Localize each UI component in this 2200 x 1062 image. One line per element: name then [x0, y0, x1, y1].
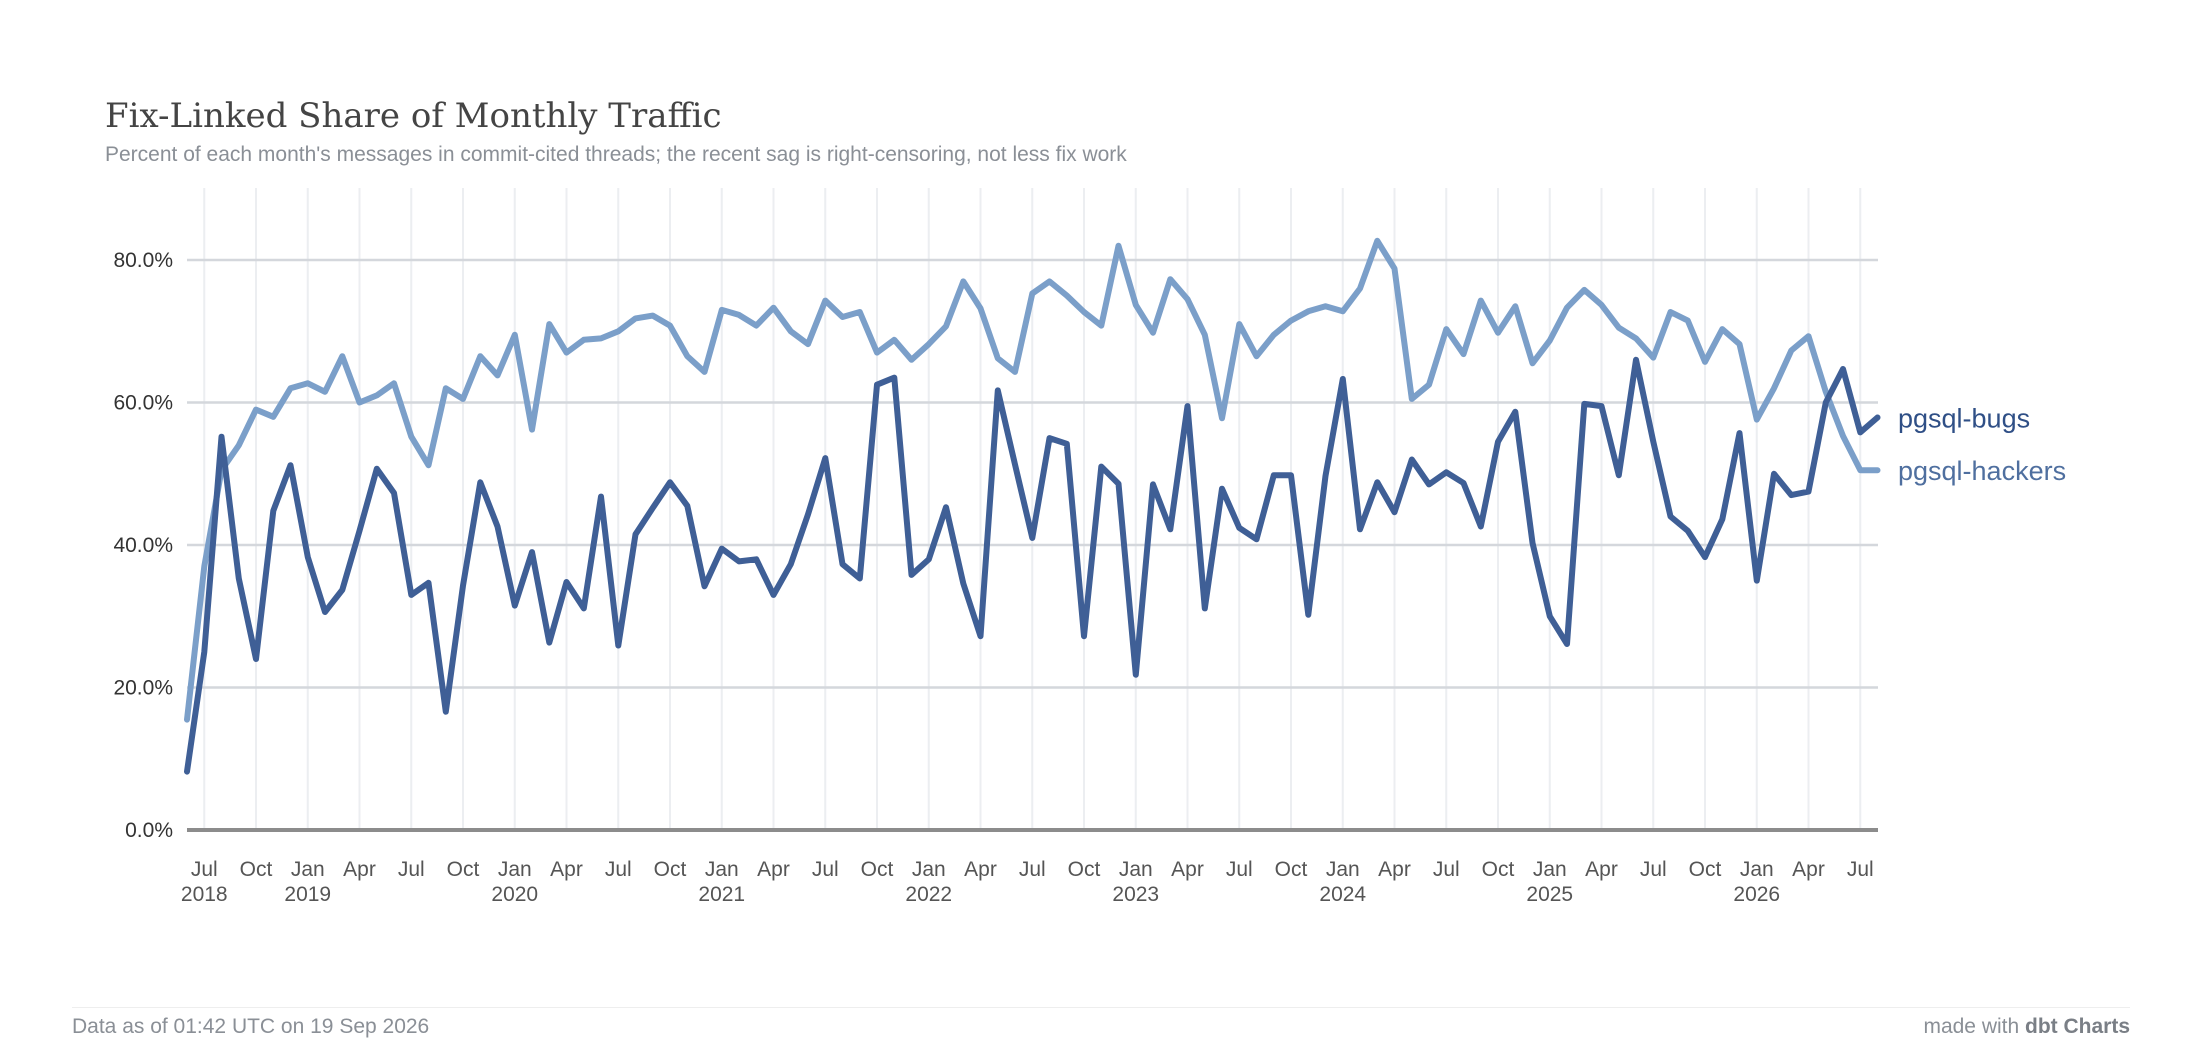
y-tick-label: 40.0% [113, 534, 173, 557]
x-tick-year-label: 2026 [1733, 883, 1780, 906]
x-tick-label: Jul [605, 858, 632, 881]
x-tick-label: Jan [291, 858, 325, 881]
x-tick-year-label: 2018 [181, 883, 228, 906]
x-tick-label: Jan [1119, 858, 1153, 881]
x-tick-label: Apr [757, 858, 790, 881]
x-tick-label: Apr [1585, 858, 1618, 881]
legend: pgsql-bugs pgsql-hackers [1898, 403, 2066, 486]
x-tick-year-label: 2019 [284, 883, 331, 906]
x-tick-label: Jul [812, 858, 839, 881]
footer-divider [72, 1007, 2130, 1008]
chart-title: Fix-Linked Share of Monthly Traffic [105, 96, 722, 136]
x-tick-label: Jan [1326, 858, 1360, 881]
made-with-prefix: made with [1923, 1015, 2025, 1038]
series-line-pgsql-hackers [184, 237, 1881, 723]
made-with-credit[interactable]: made with dbt Charts [1923, 1015, 2130, 1039]
y-axis-ticks: 0.0% 20.0% 40.0% 60.0% 80.0% [113, 249, 173, 842]
y-tick-label: 0.0% [125, 819, 173, 842]
vertical-gridlines [203, 188, 1862, 830]
x-tick-label: Apr [343, 858, 376, 881]
x-tick-label: Jan [705, 858, 739, 881]
x-tick-label: Jul [1433, 858, 1460, 881]
x-tick-label: Oct [240, 858, 273, 881]
x-tick-label: Apr [550, 858, 583, 881]
series-line-pgsql-bugs [184, 356, 1881, 775]
x-tick-year-label: 2025 [1526, 883, 1573, 906]
x-tick-label: Oct [1689, 858, 1722, 881]
chart-subtitle: Percent of each month's messages in comm… [105, 143, 1127, 166]
x-tick-label: Jul [191, 858, 218, 881]
x-tick-label: Jan [912, 858, 946, 881]
x-tick-label: Jul [1226, 858, 1253, 881]
x-tick-label: Apr [1378, 858, 1411, 881]
x-tick-label: Jul [398, 858, 425, 881]
x-tick-label: Oct [1275, 858, 1308, 881]
x-tick-year-label: 2022 [905, 883, 952, 906]
x-tick-label: Jan [498, 858, 532, 881]
x-tick-label: Oct [1068, 858, 1101, 881]
x-tick-label: Oct [1482, 858, 1515, 881]
x-tick-year-label: 2023 [1112, 883, 1159, 906]
x-tick-label: Apr [1792, 858, 1825, 881]
brand-name: dbt Charts [2025, 1015, 2130, 1038]
y-tick-label: 60.0% [113, 392, 173, 415]
x-tick-label: Oct [447, 858, 480, 881]
x-tick-label: Oct [861, 858, 894, 881]
x-tick-label: Jul [1847, 858, 1874, 881]
y-tick-label: 20.0% [113, 677, 173, 700]
x-tick-label: Jul [1019, 858, 1046, 881]
y-tick-label: 80.0% [113, 249, 173, 272]
legend-label-pgsql-bugs: pgsql-bugs [1898, 403, 2030, 433]
x-tick-year-label: 2024 [1319, 883, 1366, 906]
x-tick-label: Apr [1171, 858, 1204, 881]
x-tick-label: Jan [1740, 858, 1774, 881]
x-tick-label: Oct [654, 858, 687, 881]
series-lines [184, 237, 1881, 775]
data-timestamp: Data as of 01:42 UTC on 19 Sep 2026 [72, 1015, 430, 1038]
x-tick-year-label: 2021 [698, 883, 745, 906]
x-tick-label: Jul [1640, 858, 1667, 881]
x-tick-year-label: 2020 [491, 883, 538, 906]
horizontal-gridlines [187, 258, 1878, 832]
legend-label-pgsql-hackers: pgsql-hackers [1898, 456, 2066, 486]
x-tick-label: Apr [964, 858, 997, 881]
x-tick-label: Jan [1533, 858, 1567, 881]
